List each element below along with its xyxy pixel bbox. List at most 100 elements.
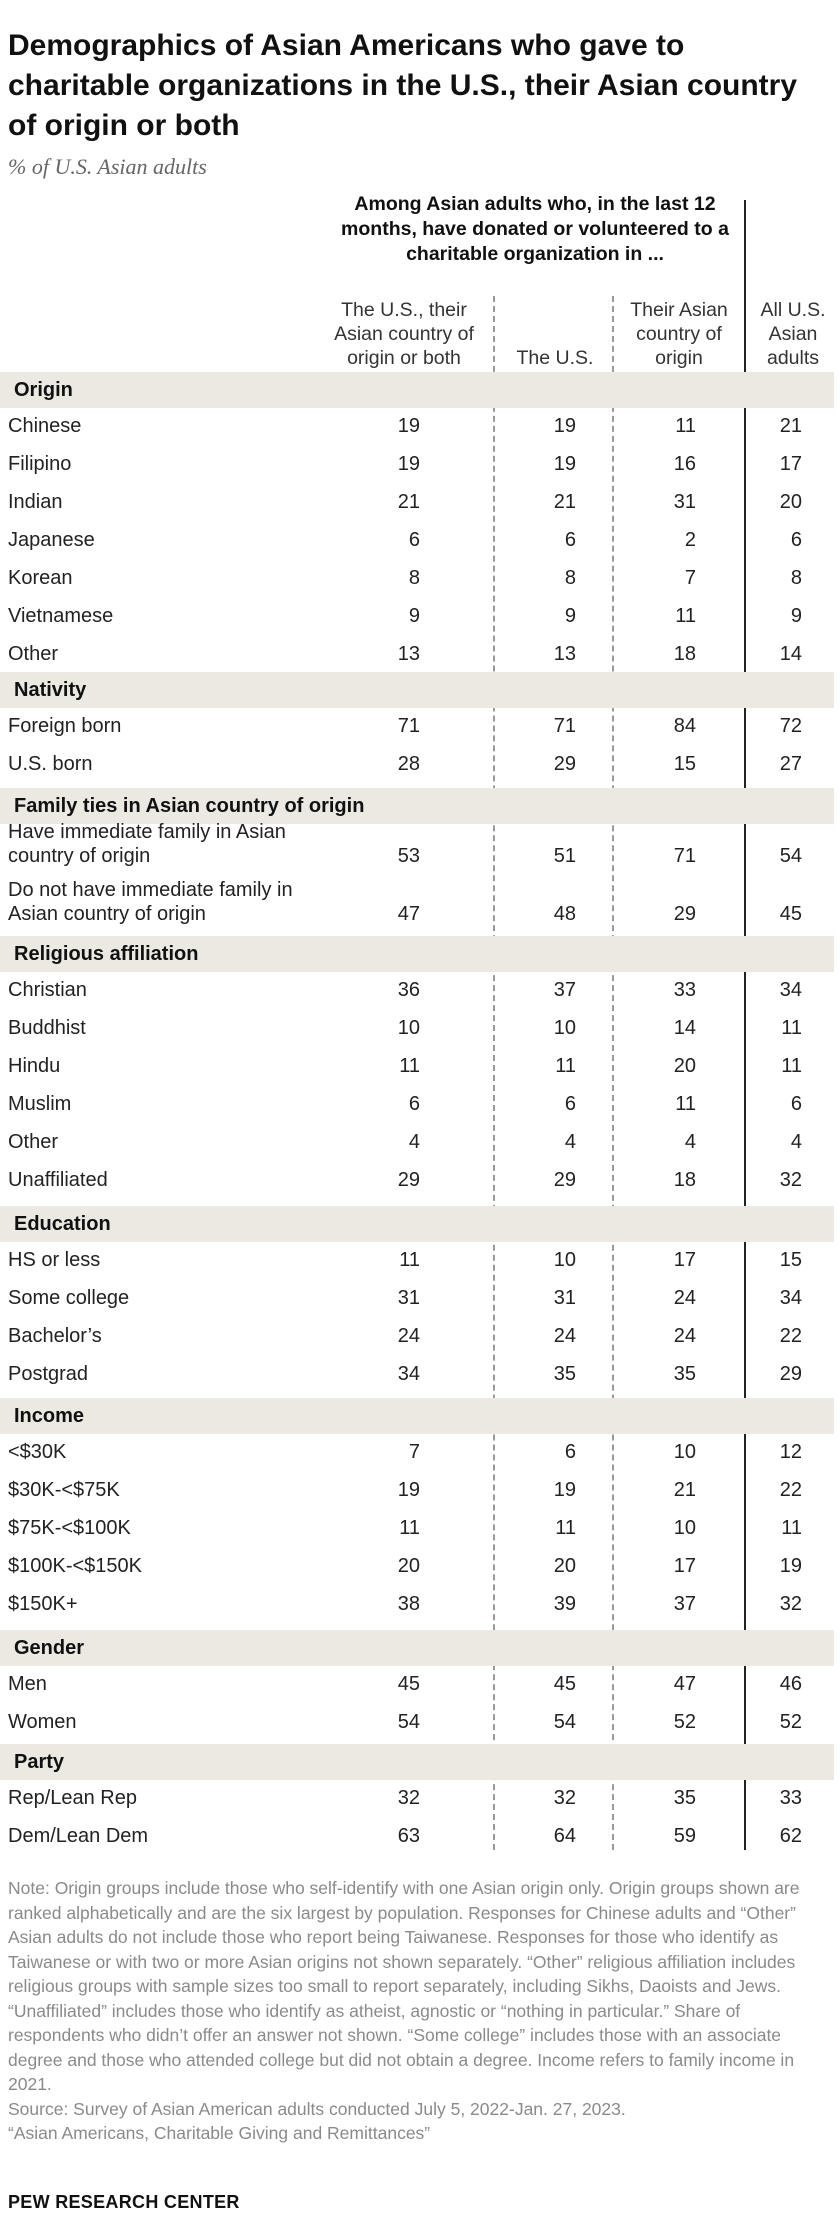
cell-value: 62 [779,1825,802,1847]
section-label: Religious affiliation [14,943,199,965]
cell-value: 71 [673,845,696,867]
cell-value: 10 [673,1441,696,1463]
cell-value: 6 [564,1441,576,1463]
section-label: Party [14,1751,65,1773]
cell-value: 24 [673,1325,696,1347]
cell-value: 20 [779,491,802,513]
section-header: Education [0,1206,834,1242]
table-row: Do not have immediate family in Asian co… [0,876,834,926]
cell-value: 19 [397,1479,420,1501]
cell-value: 6 [564,529,576,551]
cell-value: 4 [564,1131,576,1153]
table-row: Indian 21 21 31 20 [0,464,834,514]
row-label: Have immediate family in Asian country o… [8,821,286,867]
table-row: Other 4 4 4 4 [0,1104,834,1154]
cell-value: 13 [553,643,576,665]
row-label: HS or less [8,1249,101,1271]
cell-value: 24 [397,1325,420,1347]
cell-value: 11 [675,415,696,437]
table-row: Filipino 19 19 16 17 [0,426,834,476]
column-header-us: The U.S. [516,347,594,369]
cell-value: 34 [397,1363,420,1385]
row-label: U.S. born [8,753,93,775]
row-label: Muslim [8,1093,72,1115]
cell-value: 14 [673,1017,696,1039]
cell-value: 13 [397,643,420,665]
table-row: Vietnamese 9 9 11 9 [0,578,834,628]
cell-value: 52 [673,1711,696,1733]
table-row: Postgrad 34 35 35 29 [0,1336,834,1386]
cell-value: 32 [553,1787,576,1809]
row-label: Postgrad [8,1363,89,1385]
cell-value: 19 [397,415,420,437]
cell-value: 20 [553,1555,576,1577]
cell-value: 47 [673,1673,696,1695]
cell-value: 19 [553,453,576,475]
cell-value: 11 [675,605,696,627]
cell-value: 52 [779,1711,802,1733]
cell-value: 34 [779,979,802,1001]
table-row: Christian 36 37 33 34 [0,952,834,1002]
cell-value: 28 [397,753,420,775]
column-group-header: Among Asian adults who, in the last 12 m… [341,193,729,265]
cell-value: 7 [684,567,696,589]
cell-value: 11 [675,1093,696,1115]
table-row: Other 13 13 18 14 [0,616,834,666]
table-row: Some college 31 31 24 34 [0,1260,834,1310]
cell-value: 71 [397,715,420,737]
table-row: $100K-<$150K 20 20 17 19 [0,1528,834,1578]
table-row: Unaffiliated 29 29 18 32 [0,1142,834,1192]
cell-value: 11 [399,1249,420,1271]
row-label: Rep/Lean Rep [8,1787,137,1809]
cell-value: 24 [553,1325,576,1347]
cell-value: 14 [779,643,802,665]
cell-value: 35 [553,1363,576,1385]
row-label: $100K-<$150K [8,1555,143,1577]
section-label: Education [14,1213,111,1235]
cell-value: 8 [408,567,420,589]
cell-value: 45 [553,1673,576,1695]
table-row: Women 54 54 52 52 [0,1684,834,1734]
section-header: Origin [0,372,834,408]
cell-value: 32 [779,1593,802,1615]
row-label: $75K-<$100K [8,1517,131,1539]
cell-value: 6 [408,1093,420,1115]
cell-value: 19 [553,1479,576,1501]
section-header: Party [0,1744,834,1780]
cell-value: 37 [553,979,576,1001]
cell-value: 37 [673,1593,696,1615]
row-label: Japanese [8,529,95,551]
table-row: Men 45 45 47 46 [0,1646,834,1696]
chart-title: Demographics of Asian Americans who gave… [8,29,798,142]
row-label: Foreign born [8,715,122,737]
cell-value: 29 [779,1363,802,1385]
cell-value: 32 [397,1787,420,1809]
cell-value: 10 [553,1017,576,1039]
cell-value: 17 [779,453,802,475]
table-row: Buddhist 10 10 14 11 [0,990,834,1040]
cell-value: 54 [397,1711,420,1733]
row-label: Korean [8,567,73,589]
cell-value: 63 [397,1825,420,1847]
cell-value: 11 [781,1055,802,1077]
column-header-asian-country-of-origin: Their Asian country of origin [630,299,728,369]
cell-value: 53 [397,845,420,867]
row-label: Buddhist [8,1017,86,1039]
section-header: Family ties in Asian country of origin [0,788,834,824]
row-label: Christian [8,979,87,1001]
cell-value: 31 [397,1287,420,1309]
cell-value: 15 [779,1249,802,1271]
cell-value: 18 [673,643,696,665]
cell-value: 21 [553,491,576,513]
cell-value: 11 [781,1517,802,1539]
footnote-report: “Asian Americans, Charitable Giving and … [8,2123,431,2143]
row-label: $150K+ [8,1593,78,1615]
table-row: Muslim 6 6 11 6 [0,1066,834,1116]
row-label: Do not have immediate family in Asian co… [8,879,293,925]
cell-value: 48 [553,903,576,925]
cell-value: 29 [553,1169,576,1191]
row-label: Some college [8,1287,130,1309]
table-row: Dem/Lean Dem 63 64 59 62 [0,1798,834,1848]
row-label: Chinese [8,415,82,437]
section-label: Origin [14,379,73,401]
